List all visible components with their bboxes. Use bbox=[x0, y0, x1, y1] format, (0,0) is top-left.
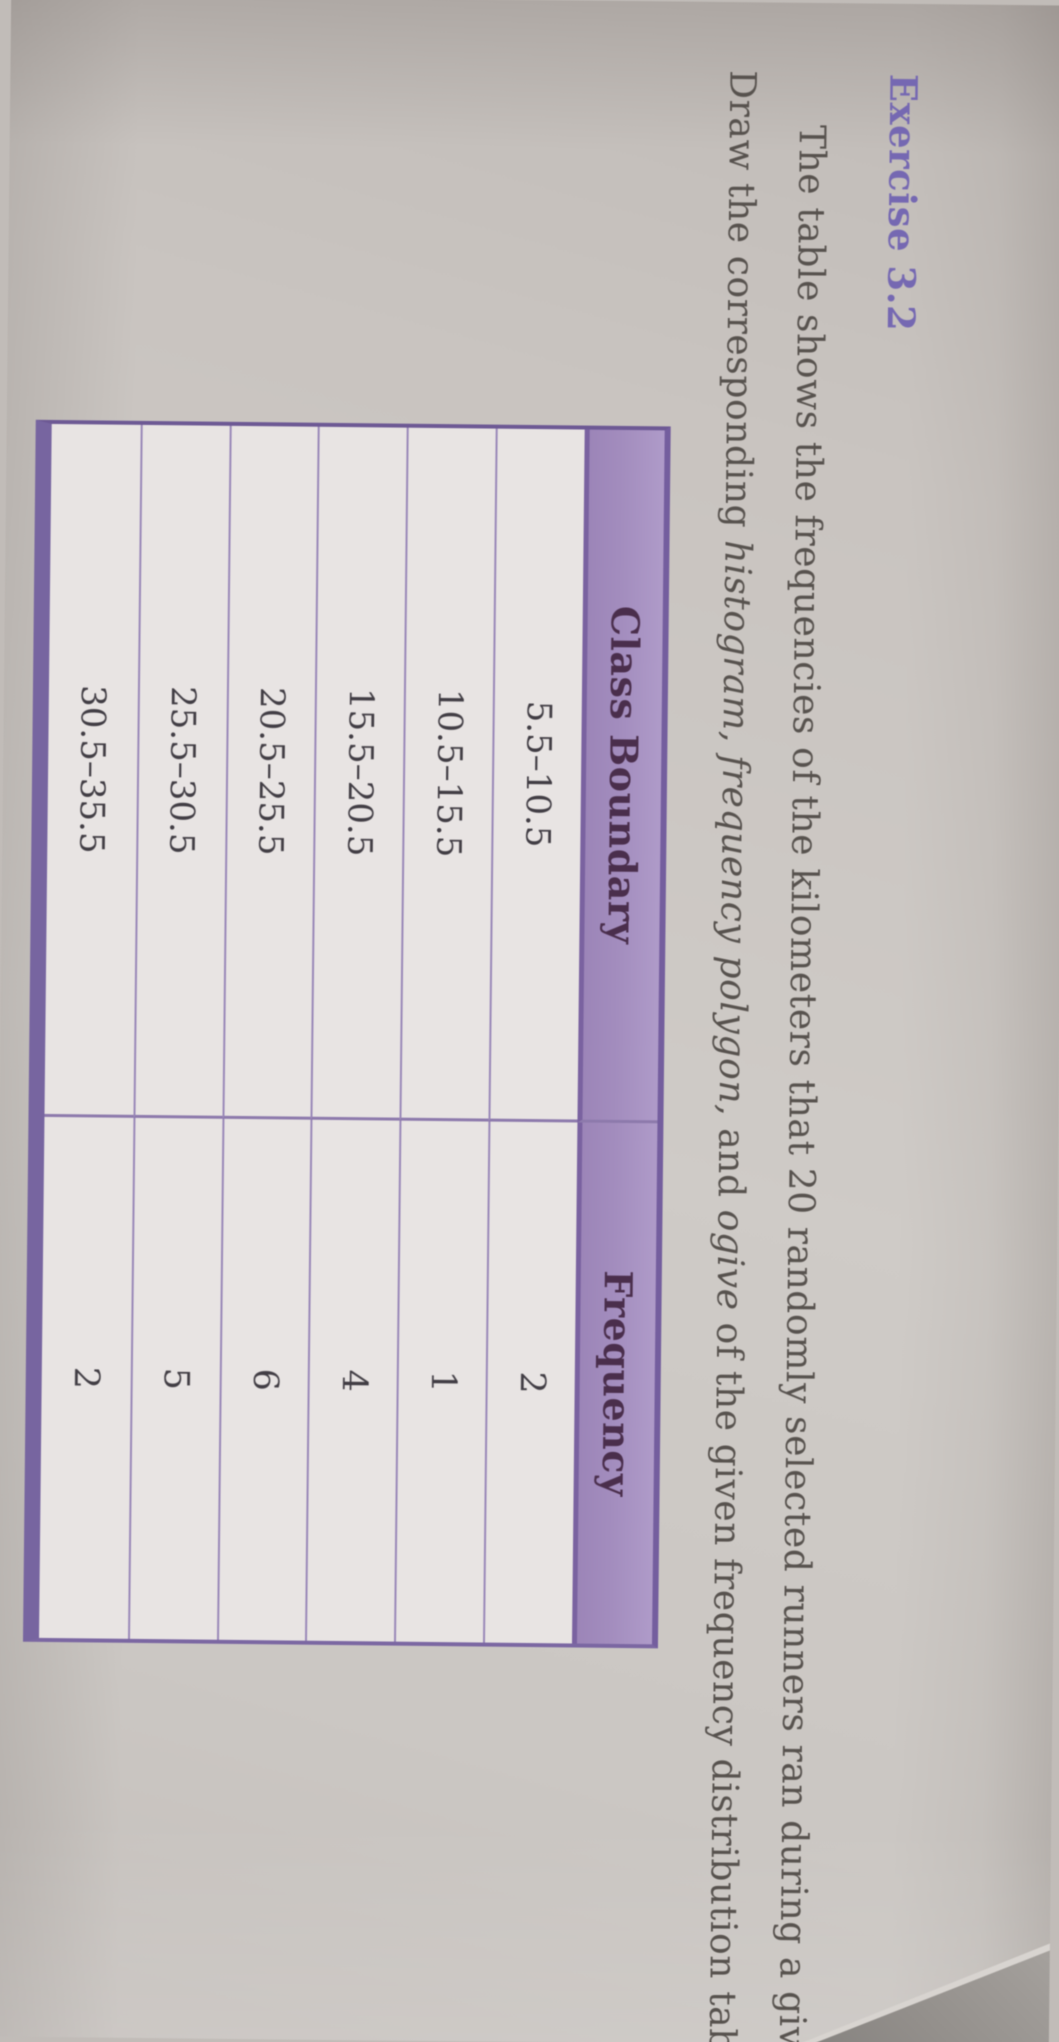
table-header-frequency: Frequency bbox=[571, 1122, 657, 1645]
table-cell-frequency: 4 bbox=[304, 1119, 400, 1642]
paragraph-line-1: The table shows the frequencies of the k… bbox=[768, 124, 832, 2042]
paragraph-line-2: Draw the corresponding histogram, freque… bbox=[700, 70, 762, 2042]
table-cell-boundary: 30.5–35.5 bbox=[43, 423, 141, 1118]
table-cell-frequency: 6 bbox=[216, 1118, 311, 1641]
exercise-heading: Exercise 3.2 bbox=[878, 73, 925, 332]
table-cell-boundary: 5.5–10.5 bbox=[488, 428, 585, 1123]
table-cell-frequency: 2 bbox=[482, 1121, 577, 1644]
line2-italic-ogive: ogive bbox=[707, 1209, 751, 1311]
line2-text: Draw the corresponding bbox=[716, 69, 762, 541]
line2-text: of the given frequency distribution tabl… bbox=[699, 1310, 749, 2042]
table-cell-boundary: 25.5–30.5 bbox=[132, 424, 229, 1119]
table-header-class-boundary: Class Boundary bbox=[576, 429, 665, 1124]
table-cell-boundary: 15.5–20.5 bbox=[310, 426, 407, 1121]
table-cell-frequency: 5 bbox=[127, 1117, 222, 1640]
table-cell-frequency: 1 bbox=[393, 1120, 489, 1643]
line2-italic-histogram-frequency-polygon: histogram, frequency polygon, bbox=[710, 540, 758, 1117]
frequency-distribution-table: Class Boundary Frequency 5.5–10.5 2 10.5… bbox=[22, 419, 671, 1649]
table-cell-frequency: 2 bbox=[38, 1116, 133, 1639]
line2-text: and bbox=[709, 1115, 752, 1210]
table-cell-boundary: 20.5–25.5 bbox=[221, 425, 318, 1120]
table-cell-boundary: 10.5–15.5 bbox=[399, 427, 496, 1122]
